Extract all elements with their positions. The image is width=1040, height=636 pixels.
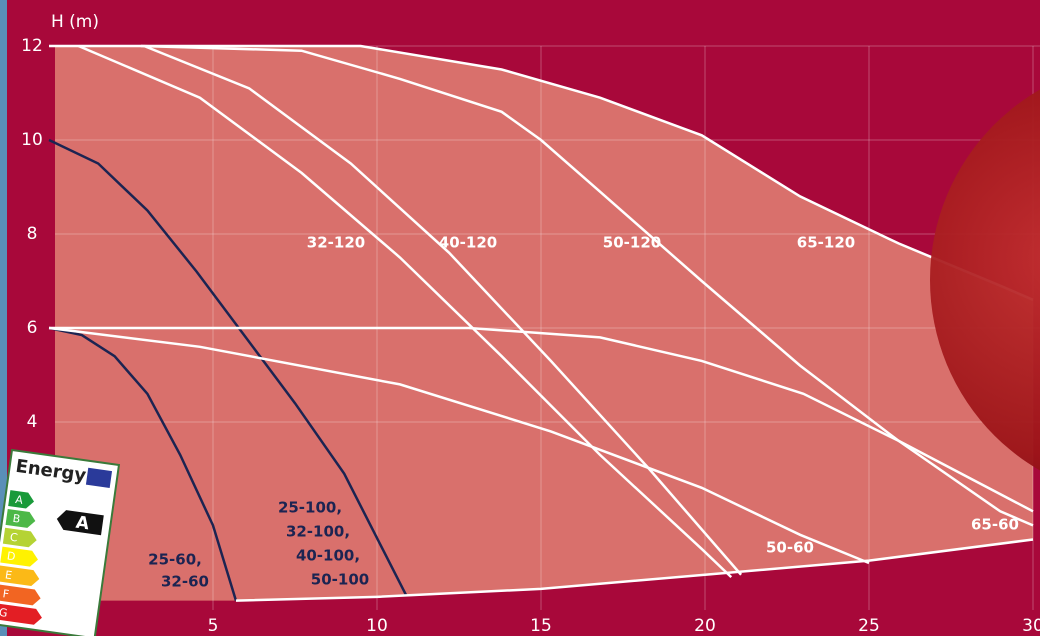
operating-region [49, 46, 1033, 601]
class-bar [2, 527, 37, 548]
curve [48, 138, 408, 597]
curve-label: 50-120 [603, 234, 661, 252]
x-tick-label: 15 [530, 616, 552, 636]
left-strip [0, 0, 7, 636]
class-letter: D [6, 549, 16, 563]
class-bar [0, 546, 38, 567]
class-bar [5, 508, 36, 528]
y-tick-label: 10 [21, 130, 43, 150]
curve-label: 25-60, [148, 551, 202, 569]
curve-label: 50-100 [311, 571, 369, 589]
plot-area: 4 6 8 10 12 5 10 15 20 25 30 25-60, 32-60 25-100, 32-1… [21, 36, 1040, 636]
y-tick-label: 8 [27, 224, 38, 244]
class-letter: C [9, 531, 19, 545]
class-bar [8, 490, 35, 509]
y-tick-label: 4 [27, 412, 38, 432]
curve-label: 32-120 [307, 234, 365, 252]
x-tick-label: 30 [1022, 616, 1040, 636]
x-tick-label: 20 [694, 616, 716, 636]
x-tick-label: 5 [208, 616, 219, 636]
curve [140, 44, 1034, 527]
class-letter: F [2, 587, 10, 601]
class-letter: G [0, 606, 8, 620]
class-bar [0, 584, 41, 606]
y-axis-label: H (m) [51, 12, 99, 32]
eu-flag [85, 467, 113, 488]
curve [78, 44, 733, 579]
curve [49, 326, 1034, 513]
curve-label: 50-60 [766, 539, 814, 557]
x-tick-label: 25 [858, 616, 880, 636]
curve [48, 326, 238, 601]
curve [48, 326, 870, 565]
curve-label: 32-100, [286, 523, 350, 541]
class-bar [0, 565, 40, 587]
class-bar [0, 603, 42, 625]
rating-arrow [56, 510, 104, 536]
curve-label: 32-60 [161, 573, 209, 591]
curve-label: 40-100, [296, 547, 360, 565]
curve-label: 40-120 [439, 234, 497, 252]
x-tick-label: 10 [366, 616, 388, 636]
class-letter: B [12, 512, 21, 526]
y-tick-label: 6 [27, 318, 38, 338]
curve-label: 65-60 [971, 516, 1019, 534]
pump-image [930, 89, 1040, 471]
y-tick-label: 12 [21, 36, 43, 56]
curve [235, 538, 1034, 602]
class-letter: E [4, 568, 13, 582]
curve-label: 65-120 [797, 234, 855, 252]
curve-label: 25-100, [278, 499, 342, 517]
class-letter: A [14, 493, 24, 507]
rating: A [75, 513, 92, 535]
